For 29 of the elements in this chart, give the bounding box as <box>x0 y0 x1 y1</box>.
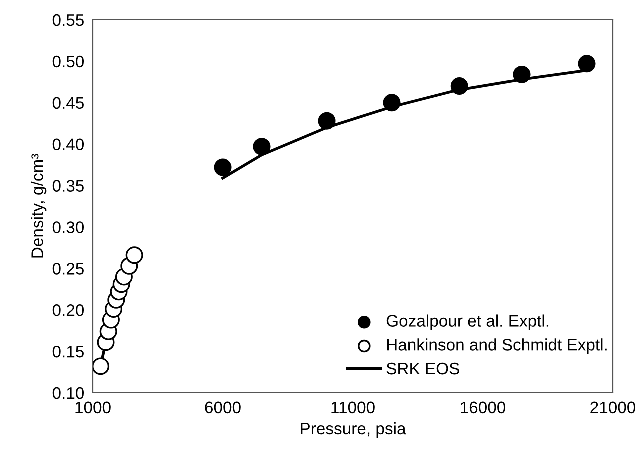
y-tick-label: 0.35 <box>52 180 84 192</box>
x-tick-label: 1000 <box>76 402 111 414</box>
y-tick-label: 0.55 <box>52 14 84 26</box>
y-tick-label: 0.45 <box>52 97 84 110</box>
y-tick-label: 0.50 <box>52 56 84 68</box>
point <box>513 66 531 84</box>
x-tick-label: 11000 <box>332 402 375 414</box>
point <box>383 94 401 112</box>
point <box>318 112 336 130</box>
legend-label: Hankinson and Schmidt Exptl. <box>387 338 607 354</box>
x-axis-title: Pressure, psia <box>301 422 406 438</box>
point <box>93 358 110 376</box>
x-tick-label: 6000 <box>205 402 241 414</box>
y-tick-label: 0.30 <box>52 222 84 234</box>
y-tick-label: 0.20 <box>52 304 84 316</box>
point <box>253 138 271 156</box>
legend-label: Gozalpour et al. Exptl. <box>386 314 549 330</box>
point <box>450 78 468 96</box>
x-tick-label: 21000 <box>590 402 636 414</box>
point <box>126 246 144 264</box>
y-tick-label: 0.10 <box>52 387 84 400</box>
y-tick-label: 0.25 <box>52 263 84 275</box>
legend-label: SRK EOS <box>386 362 460 375</box>
point <box>578 55 596 73</box>
y-tick-label: 0.40 <box>52 138 84 151</box>
y-tick-label: 0.15 <box>52 346 84 358</box>
x-tick-label: 16000 <box>461 402 506 414</box>
point <box>214 158 232 176</box>
y-axis-title: Density, g/cm³ <box>31 154 47 258</box>
